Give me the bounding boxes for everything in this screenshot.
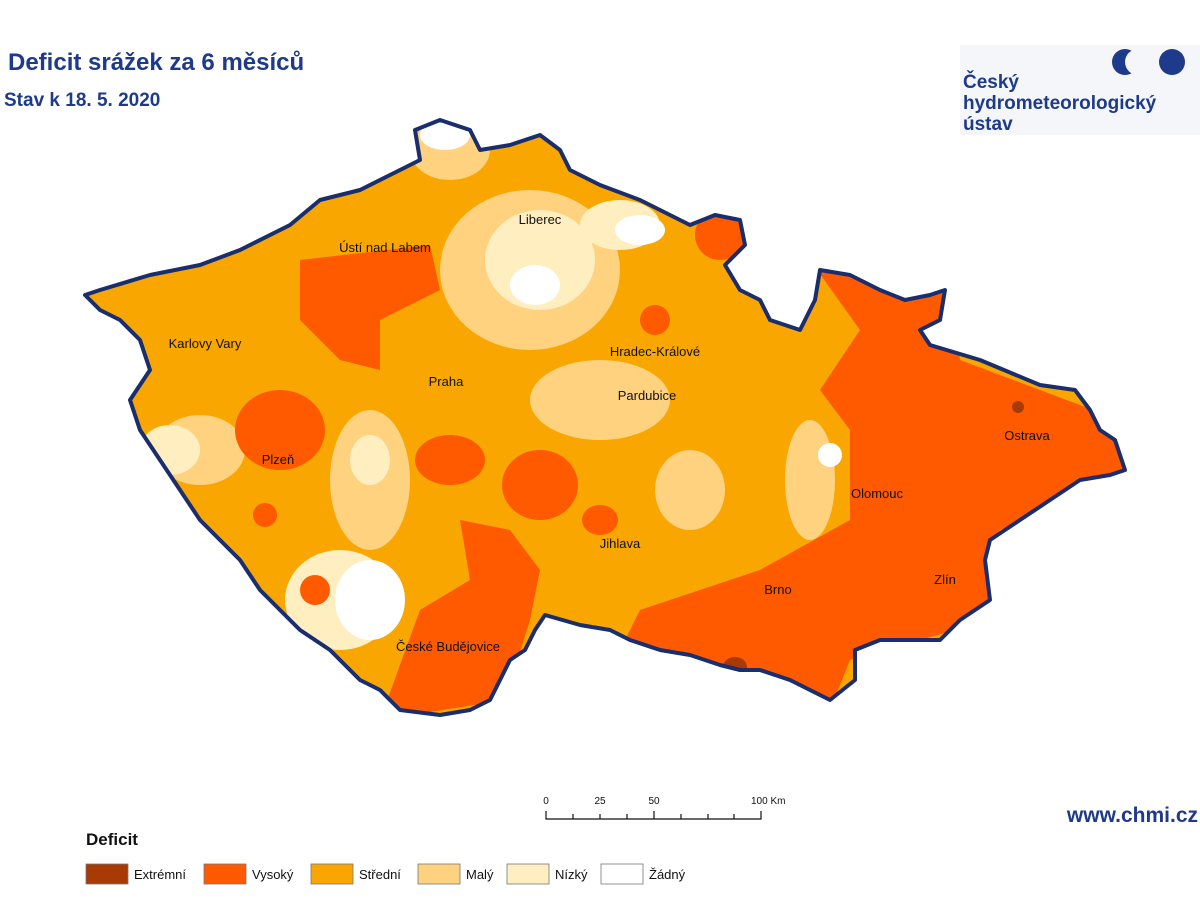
- city-label: Jihlava: [600, 536, 641, 551]
- region: [502, 450, 578, 520]
- legend-swatch: [600, 863, 644, 885]
- city-label: Olomouc: [851, 486, 904, 501]
- scale-label: 100 Km: [751, 796, 785, 807]
- logo-text: hydrometeorologický: [963, 93, 1157, 114]
- scale-bar: 0 25 50 100 Km: [543, 796, 785, 820]
- region: [235, 390, 325, 470]
- legend-swatch: [203, 863, 247, 885]
- region: [335, 560, 405, 640]
- region: [615, 215, 665, 245]
- region: [300, 575, 330, 605]
- legend-label: Malý: [466, 867, 494, 882]
- region: [350, 435, 390, 485]
- scale-label: 25: [594, 796, 606, 807]
- logo-text: ústav: [963, 114, 1013, 135]
- logo: Český hydrometeorologický ústav: [960, 45, 1200, 135]
- url: www.chmi.cz: [1066, 804, 1198, 827]
- city-label: Pardubice: [618, 388, 677, 403]
- legend-label: Vysoký: [252, 867, 294, 882]
- map-fill: [85, 120, 1125, 715]
- city-label: Zlín: [934, 572, 956, 587]
- city-label: Ostrava: [1004, 428, 1050, 443]
- region: [140, 425, 200, 475]
- region: [655, 450, 725, 530]
- city-label: Ústí nad Labem: [339, 240, 431, 255]
- region: [785, 420, 835, 540]
- region: [582, 505, 618, 535]
- region: [253, 503, 277, 527]
- city-label: Karlovy Vary: [169, 336, 242, 351]
- legend: Extrémní Vysoký Střední Malý Nízký Žádný: [85, 863, 686, 885]
- region: [818, 443, 842, 467]
- legend-label: Nízký: [555, 867, 588, 882]
- region: [380, 520, 540, 715]
- legend-swatch: [506, 863, 550, 885]
- city-label: České Budějovice: [396, 639, 500, 654]
- legend-swatch: [417, 863, 461, 885]
- legend-swatch: [85, 863, 129, 885]
- city-label: Liberec: [519, 212, 562, 227]
- legend-label: Extrémní: [134, 867, 186, 882]
- logo-dot: [1159, 49, 1185, 75]
- region: [640, 305, 670, 335]
- scale-label: 50: [648, 796, 660, 807]
- logo-dot-cut: [1125, 49, 1145, 75]
- scale-label: 0: [543, 796, 549, 807]
- city-label: Praha: [429, 374, 464, 389]
- region: [300, 245, 440, 370]
- region: [510, 265, 560, 305]
- legend-title: Deficit: [86, 830, 138, 849]
- city-label: Brno: [764, 582, 791, 597]
- legend-swatch: [310, 863, 354, 885]
- region: [415, 435, 485, 485]
- logo-text: Český: [963, 71, 1019, 93]
- legend-label: Střední: [359, 867, 401, 882]
- cities: Ústí nad Labem Liberec Karlovy Vary Hrad…: [169, 212, 1051, 654]
- region: [1012, 401, 1024, 413]
- scale-line: [545, 811, 762, 820]
- region: [695, 210, 745, 260]
- city-label: Plzeň: [262, 452, 295, 467]
- region: [620, 260, 1125, 710]
- legend-label: Žádný: [649, 867, 686, 882]
- subtitle: Stav k 18. 5. 2020: [4, 90, 160, 111]
- title: Deficit srážek za 6 měsíců: [8, 49, 304, 76]
- city-label: Hradec-Králové: [610, 344, 700, 359]
- region: [530, 360, 670, 440]
